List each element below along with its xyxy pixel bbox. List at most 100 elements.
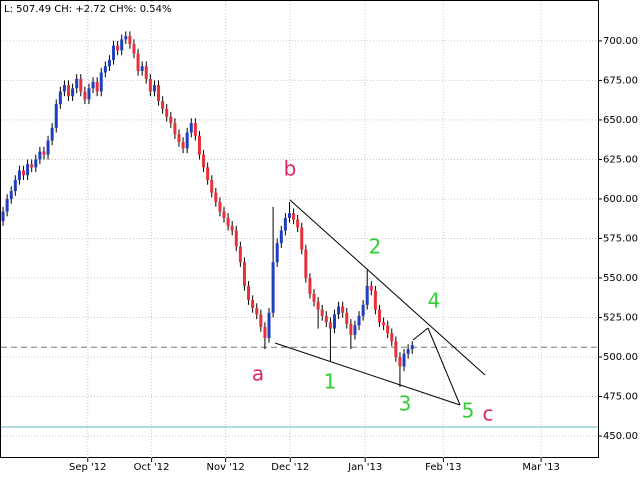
x-tick-label: Mar '13 [522,462,560,473]
candle-body [107,59,111,67]
candle-body [177,134,181,143]
candle-body [206,167,210,180]
x-tick-label: Jan '13 [347,462,382,473]
candle-body [132,44,136,54]
candle-body [71,88,75,97]
candle-body [193,123,197,136]
y-tick-label: 600.00 [603,194,638,205]
candle-body [328,322,332,329]
x-tick-label: Dec '12 [271,462,309,473]
candle-body [148,78,152,92]
candle-body [361,304,365,316]
x-tick-label: Oct '12 [134,462,170,473]
candle-body [9,191,13,199]
candle-body [62,85,66,92]
candle-body [120,39,124,51]
candle-body [373,290,377,310]
candle-body [312,293,316,302]
trendline [289,199,486,376]
candle-body [42,151,46,155]
candle-body [79,78,83,92]
candle-body [58,91,62,105]
y-tick-label: 550.00 [603,273,638,284]
wave-label: 3 [399,392,412,416]
candle-body [185,132,189,149]
wave-label: b [284,157,297,181]
candle-body [349,323,353,335]
y-tick-label: 650.00 [603,115,638,126]
candle-body [324,315,328,323]
candle-body [165,108,169,117]
candle-body [357,315,361,326]
candle-body [377,309,381,323]
candle-body [341,306,345,313]
candle-body [259,314,263,327]
candle-body [67,85,71,97]
trendline [427,327,461,406]
candle-body [112,45,116,60]
candle-body [95,82,99,92]
x-tick-label: Nov '12 [207,462,245,473]
candle-body [181,142,185,149]
candle-body [218,202,222,212]
candle-body [87,88,91,100]
candle-body [406,349,410,354]
candle-body [50,127,54,141]
candle-body [287,213,291,218]
candle-body [316,301,320,310]
candle-body [279,230,283,244]
candle-body [410,345,414,350]
trendline [412,327,429,341]
candle-body [308,277,312,294]
candle-body [124,36,128,40]
candle-body [22,170,26,176]
candle-body [390,333,394,342]
y-tick-label: 700.00 [603,36,638,47]
candle-body [296,219,300,228]
candle-body [402,353,406,367]
candle-body [304,249,308,278]
y-tick-label: 450.00 [603,431,638,442]
candle-body [255,308,259,315]
x-tick-label: Sep '12 [69,462,107,473]
candle-body [353,325,357,335]
candle-body [46,140,50,155]
candle-body [116,45,120,51]
y-tick-label: 675.00 [603,75,638,86]
candle-body [161,100,165,109]
candle-body [210,179,214,193]
candle-body [157,85,161,101]
candle-body [214,192,218,203]
wave-label: a [252,362,264,386]
y-tick-label: 525.00 [603,312,638,323]
candle-body [222,211,226,218]
candle-body [332,314,336,329]
y-tick-label: 625.00 [603,154,638,165]
candle-body [242,262,246,286]
candle-body [91,82,95,89]
y-tick-label: 500.00 [603,352,638,363]
candle-body [128,36,132,45]
wave-label: 4 [428,289,441,313]
candle-body [202,154,206,168]
wave-label: c [483,402,494,426]
candle-body [337,306,341,315]
wave-label: 5 [462,399,475,423]
trendlines [274,199,486,406]
candle-body [30,164,34,168]
candle-body [140,66,144,71]
plot-frame [0,0,599,458]
candle-body [75,78,79,89]
candle-body [38,151,42,160]
wave-label: 2 [369,235,382,259]
y-tick-label: 575.00 [603,233,638,244]
wave-label: 1 [324,370,337,394]
candle-body [5,198,9,212]
candle-body [152,85,156,92]
y-tick-label: 475.00 [603,392,638,403]
candle-body [263,326,267,339]
candle-body [320,309,324,316]
candle-body [234,230,238,247]
candle-body [382,322,386,326]
candle-body [251,300,255,309]
